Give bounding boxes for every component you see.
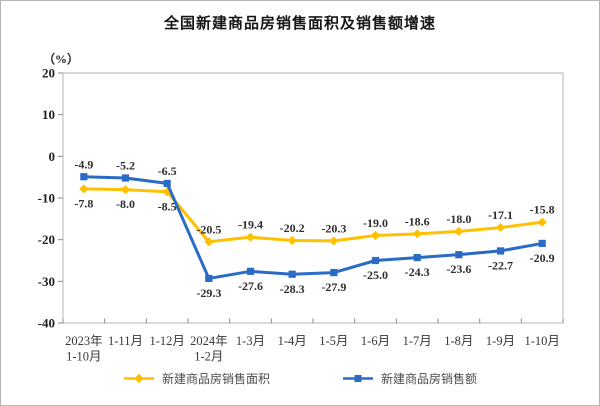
chart-title: 全国新建商品房销售面积及销售额增速 [163, 15, 436, 32]
chart-plot-area: 20 10 0 -10 -20 -30 -40 2023年 1-10月 1-11月 1-12月 202… [38, 66, 564, 364]
sales-amount-marker-icon [413, 253, 421, 262]
sales-amount-line-marker-icon [343, 375, 373, 382]
x-category-label: 1-11月 [108, 334, 143, 348]
y-tick-label: 10 [42, 107, 55, 122]
sales-area-data-label: -19.4 [238, 218, 263, 232]
sales-area-data-label: -20.5 [196, 222, 221, 236]
x-category-label: 1-6月 [361, 334, 390, 348]
sales-area-marker-icon [537, 217, 547, 227]
sales-amount-data-label: -25.0 [363, 268, 388, 282]
sales-area-data-label: -7.8 [74, 196, 93, 210]
sales-amount-data-label: -22.7 [488, 258, 513, 272]
x-category-label: 1-3月 [236, 334, 265, 348]
sales-amount-marker-icon [455, 251, 463, 259]
sales-amount-data-label: -5.2 [116, 159, 135, 173]
x-category-label: 1-2月 [194, 350, 223, 364]
sales-amount-series: -4.9 -5.2 -6.5 -29.3 -27.6 -28.3 -27.9 -25.0 -24… [74, 157, 554, 300]
sales-amount-data-label: -20.9 [530, 251, 555, 265]
sales-amount-marker-icon [246, 267, 255, 275]
sales-area-marker-icon [495, 222, 506, 233]
sales-amount-marker-icon [496, 247, 505, 255]
sales-area-data-label: -18.6 [405, 214, 430, 228]
sales-area-series: -7.8 -8.0 -8.5 -20.5 -19.4 -20.2 -20.3 -19.0 -18… [74, 184, 555, 247]
y-tick-label: -20 [38, 232, 55, 247]
sales-area-data-label: -8.5 [158, 199, 177, 213]
y-tick-label: -40 [38, 316, 55, 331]
sales-area-marker-icon [329, 236, 339, 246]
sales-amount-marker-icon [163, 179, 171, 188]
sales-amount-data-label: -23.6 [446, 262, 471, 276]
sales-area-data-label: -17.1 [488, 208, 513, 222]
sales-amount-marker-icon [288, 270, 296, 278]
sales-area-line-marker-icon [123, 373, 154, 384]
sales-area-marker-icon [204, 237, 214, 247]
y-tick-label: -10 [38, 191, 55, 206]
x-category-label: 1-5月 [319, 334, 348, 348]
sales-area-marker-icon [245, 232, 256, 242]
x-category-label: 1-10月 [66, 350, 101, 364]
sales-amount-data-label: -27.9 [321, 280, 346, 294]
legend-item-sales-area[interactable]: 新建商品房销售面积 [123, 370, 270, 387]
x-category-label: 2023年 [65, 334, 103, 348]
sales-area-line [82, 187, 544, 244]
sales-amount-data-label: -6.5 [158, 164, 177, 178]
sales-amount-data-label: -29.3 [196, 286, 221, 300]
sales-area-marker-icon [454, 226, 464, 236]
x-category-label: 1-12月 [149, 334, 184, 348]
sales-amount-marker-icon [80, 173, 88, 181]
x-category-label: 1-9月 [486, 334, 515, 348]
x-category-label: 1-8月 [444, 334, 473, 348]
sales-amount-marker-icon [371, 256, 380, 265]
legend: 新建商品房销售面积 新建商品房销售额 [1, 370, 599, 387]
sales-area-marker-icon [287, 235, 297, 246]
x-category-label: 1-7月 [403, 334, 432, 348]
legend-label-sales-area: 新建商品房销售面积 [161, 372, 270, 386]
x-category-label: 1-4月 [278, 334, 307, 348]
x-category-label: 1-10月 [524, 334, 559, 348]
legend-item-sales-amount[interactable]: 新建商品房销售额 [342, 370, 477, 387]
y-tick-label: -30 [38, 274, 55, 289]
sales-amount-marker-icon [330, 268, 338, 277]
legend-label-sales-amount: 新建商品房销售额 [381, 372, 478, 386]
sales-amount-line [82, 175, 544, 280]
sales-area-marker-icon [120, 185, 131, 195]
sales-area-data-label: -19.0 [363, 216, 388, 230]
sales-area-marker-icon [79, 184, 89, 194]
sales-area-data-label: -15.8 [530, 203, 555, 217]
sales-amount-data-label: -4.9 [74, 157, 93, 171]
sales-area-data-label: -18.0 [446, 212, 471, 226]
y-axis-unit-label: （%） [43, 52, 80, 66]
sales-area-data-label: -8.0 [116, 197, 135, 211]
sales-area-data-label: -20.2 [280, 221, 305, 235]
sales-area-data-label: -20.3 [321, 221, 346, 235]
sales-amount-data-label: -27.6 [238, 279, 263, 293]
y-tick-label: 0 [49, 149, 56, 164]
sales-amount-data-label: -28.3 [280, 282, 305, 296]
x-category-label: 2024年 [190, 334, 228, 348]
sales-amount-marker-icon [538, 239, 546, 248]
sales-amount-data-label: -24.3 [405, 265, 430, 279]
y-tick-label: 20 [42, 66, 55, 81]
sales-amount-marker-icon [205, 274, 213, 283]
plot-border [62, 72, 564, 324]
sales-amount-marker-icon [121, 174, 130, 182]
sales-area-marker-icon [412, 229, 422, 239]
sales-area-marker-icon [370, 230, 381, 241]
